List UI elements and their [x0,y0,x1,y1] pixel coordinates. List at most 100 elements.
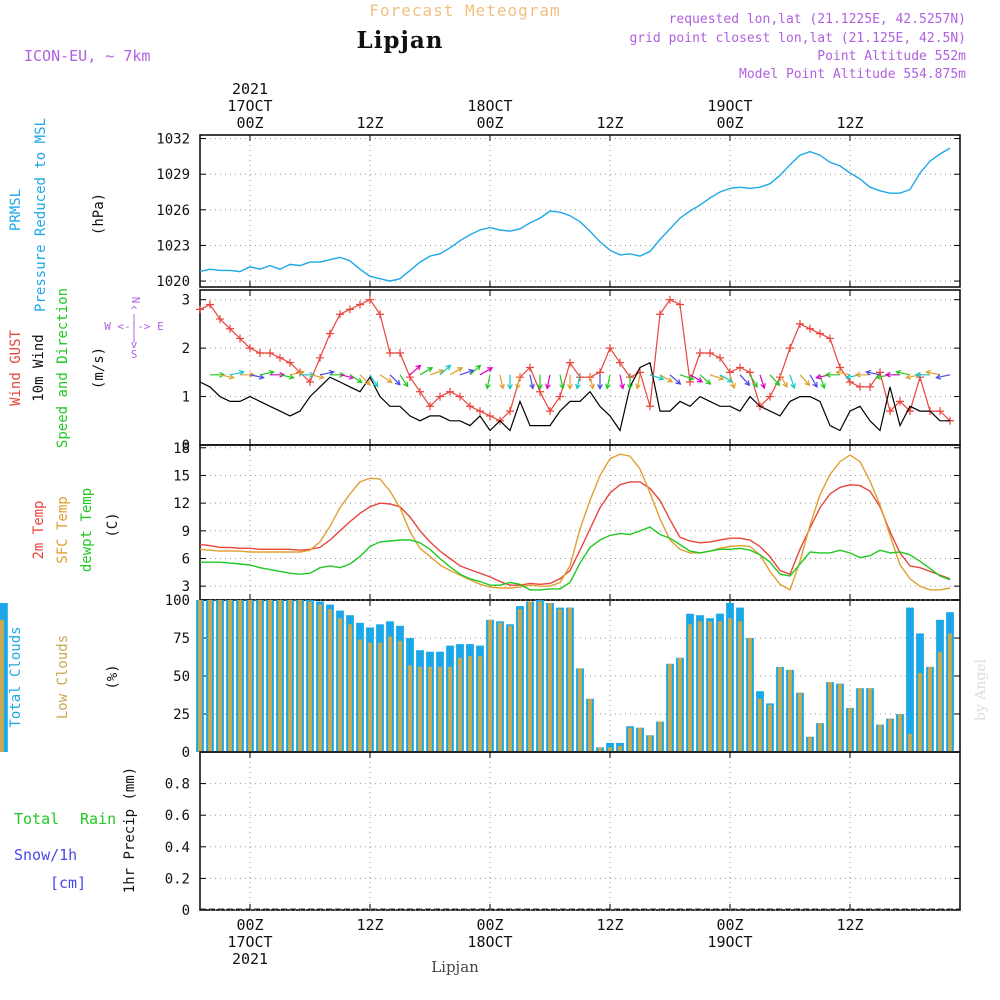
clouds-ytick-label: 50 [173,669,190,685]
low-cloud-bar [558,609,562,752]
wind-direction-arrow [679,374,695,381]
low-cloud-bar [308,601,312,752]
sfc-temp-label: SFC Temp [55,496,71,563]
low-cloud-bar [248,600,252,752]
wind-direction-arrow [914,371,930,378]
low-cloud-bar [788,669,792,752]
low-cloud-bar [638,727,642,752]
wind-direction-arrow [309,373,325,380]
grid-point-coords: grid point closest lon,lat (21.125E, 42.… [629,31,966,46]
wind-direction-arrow [689,374,704,383]
gust-marker [896,397,904,406]
wind-direction-arrow [289,369,305,376]
low-cloud-bar [618,745,622,752]
gust-label: Wind GUST [8,330,24,406]
wind-panel: Wind GUST 10m Wind Speed and Direction (… [8,288,961,454]
compass-we: W <-|-> E [104,320,164,333]
gust-marker [346,305,354,314]
speed-direction-label: Speed and Direction [55,288,71,448]
snow-label: Snow/1h [14,846,77,864]
low-cloud-bar [218,600,222,752]
low-cloud-bar [608,747,612,752]
low-cloud-bar [948,633,952,752]
gust-marker [266,348,274,357]
pressure-panel: PRMSL Pressure Reduced to MSL (hPa) 1020… [8,118,961,312]
precip-ytick-label: 0.8 [165,777,190,793]
low-cloud-bar [888,718,892,752]
clouds-unit-label: (%) [105,664,121,689]
wind-direction-arrow [649,374,665,381]
pressure-msl-label: Pressure Reduced to MSL [33,118,49,312]
wind-ytick-label: 0 [182,438,190,454]
cm-label: [cm] [50,874,86,892]
gust-marker [306,378,314,387]
gust-marker [796,319,804,328]
low-cloud-bar [908,733,912,752]
gust-marker [246,344,254,353]
pressure-line [199,147,951,282]
low-cloud-bar [338,618,342,752]
low-cloud-bar [668,663,672,752]
low-cloud-bar [918,673,922,752]
low-cloud-bar [768,704,772,752]
precip-ytick-label: 0.2 [165,871,190,887]
wind-direction-arrow [699,374,712,385]
wind-direction-arrow [619,374,625,390]
chart-title: Forecast Meteogram [369,1,560,20]
low-cloud-bar [458,657,462,752]
low-cloud-bar [508,625,512,752]
low-cloud-bar [648,735,652,752]
low-cloud-bar [208,600,212,752]
gust-marker [606,344,614,353]
gust-marker [196,305,204,314]
low-cloud-bar [428,666,432,752]
wind-direction-arrow [249,373,265,380]
low-cloud-bar [388,636,392,752]
compass-n: N [130,297,143,304]
wind-direction-arrow [729,374,736,390]
wind-direction-arrow [605,374,611,390]
compass-down: v [131,338,138,351]
gust-line [199,298,951,422]
wind-direction-arrow [597,374,603,391]
temperature-ytick-label: 18 [173,441,190,457]
pressure-ytick-label: 1032 [156,132,190,148]
wind-direction-arrow [824,371,840,378]
wind-direction-arrow [799,374,811,387]
gust-marker [806,324,814,333]
wind-direction-arrow [709,374,725,381]
gust-marker [646,402,654,411]
dewpt-label: dewpt Temp [79,488,95,572]
wind-direction-arrow [779,374,788,388]
wind-direction-arrow [925,369,941,376]
wind-direction-arrow [854,371,870,378]
wind-direction-arrow [259,369,275,376]
wind-direction-arrow [339,373,355,380]
low-cloud-bar [728,618,732,752]
wind-ytick-label: 1 [182,390,190,406]
low-cloud-bar [598,747,602,752]
gust-marker [226,324,234,333]
low-cloud-bar [738,621,742,752]
wind-direction-arrow [627,374,633,391]
low-cloud-bar [828,682,832,752]
low-cloud-bar [718,621,722,752]
2m-temp-line [199,481,951,586]
low-cloud-bar [278,600,282,752]
wind-direction-arrow [429,368,445,376]
wind-direction-arrow [419,367,434,376]
clouds-ytick-label: 0 [182,745,190,761]
time-tick-label: 18OCT [467,97,512,115]
low-cloud-bar [838,683,842,752]
low-cloud-bar [228,600,232,752]
temperature-ytick-label: 12 [173,496,190,512]
wind-direction-arrow [835,369,851,376]
gust-marker [336,310,344,319]
time-tick-label: 00Z [236,114,263,132]
footer-location: Lipjan [431,958,479,976]
low-cloud-bar [348,624,352,752]
wind-direction-arrow [499,374,505,390]
low-cloud-bar [928,666,932,752]
gust-marker [396,348,404,357]
